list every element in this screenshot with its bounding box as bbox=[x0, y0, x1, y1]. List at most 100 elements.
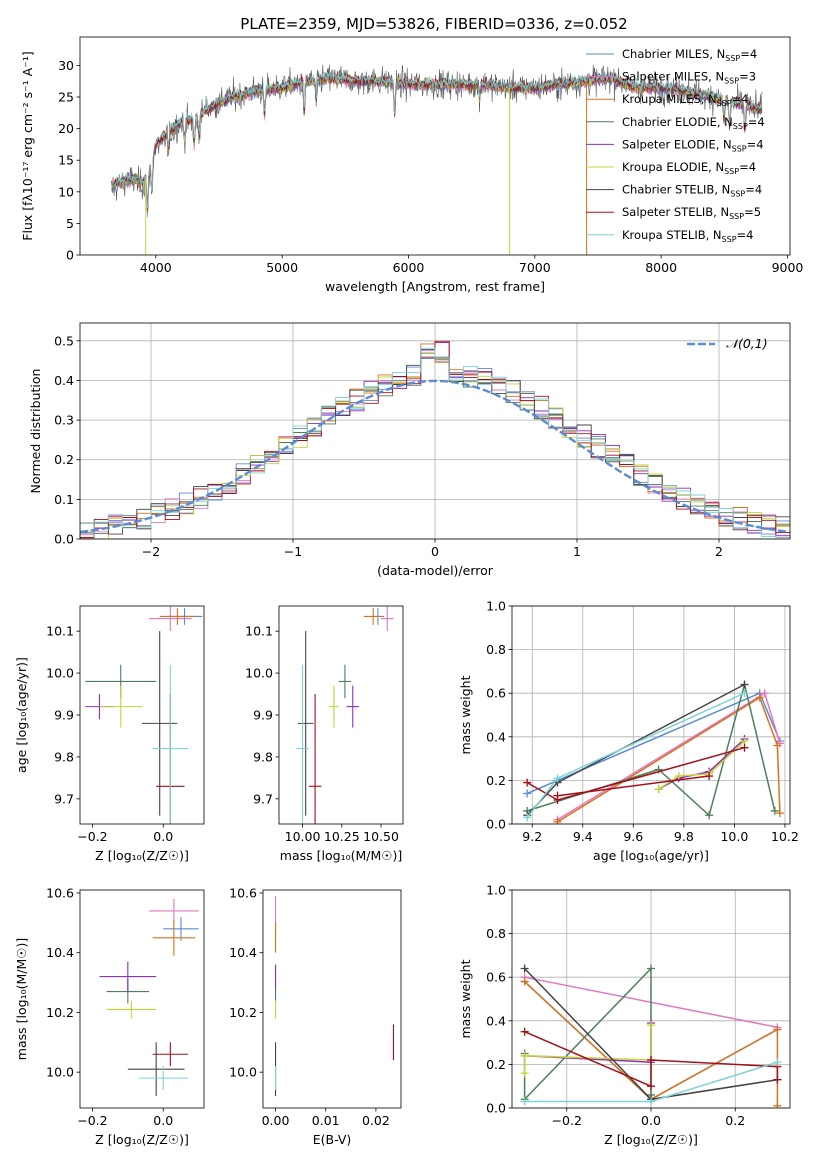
x-tick-label: 0.0 bbox=[641, 1113, 661, 1128]
legend-entry: Salpeter MILES, NSSP=3 bbox=[622, 70, 756, 86]
mass-weight-marker bbox=[674, 772, 683, 781]
mass-weight-marker bbox=[740, 680, 749, 689]
mass-weight-marker bbox=[520, 1027, 529, 1036]
x-axis-label: age [log₁₀(age/yr)] bbox=[593, 848, 709, 863]
mass-weight-marker bbox=[523, 778, 532, 787]
y-tick-label: 0.1 bbox=[54, 492, 74, 507]
mass-vs-extinction-panel: 0.00 0.01 0.02 10.0 10.2 10.4 10.6 E(B-V) bbox=[229, 885, 402, 1147]
y-tick-label: 9.7 bbox=[54, 791, 74, 806]
x-axis-label: Z [log₁₀(Z/Z☉)] bbox=[95, 848, 189, 863]
y-tick-label: 0.4 bbox=[486, 1013, 506, 1028]
gaussian-curve bbox=[80, 379, 788, 534]
y-tick-label: 10.0 bbox=[229, 1065, 257, 1080]
y-tick-label: 10.4 bbox=[229, 945, 257, 960]
spectrum-panel: 4000 5000 6000 7000 8000 9000 0 5 10 15 20 25 30 wave… bbox=[20, 36, 803, 294]
y-tick-label: 9.8 bbox=[253, 749, 273, 764]
axes-frame bbox=[79, 889, 205, 1109]
errorbar-point bbox=[308, 694, 322, 824]
legend-count: =4 bbox=[747, 137, 764, 151]
errorbar-point bbox=[381, 606, 394, 632]
mass-weight-vs-age-panel: 9.2 9.4 9.6 9.8 10.0 10.2 0.0 0.2 0.4 0.6 0.8 1.0 ag… bbox=[458, 599, 799, 864]
legend-subscript: SSP bbox=[733, 122, 748, 131]
y-tick-label: 0.0 bbox=[486, 817, 506, 832]
mass-weight-marker bbox=[755, 693, 764, 702]
errorbar-point bbox=[159, 608, 196, 625]
legend-entry: Kroupa ELODIE, NSSP=4 bbox=[622, 160, 756, 176]
axes-frame bbox=[79, 605, 205, 825]
y-axis-label: Normed distribution bbox=[28, 369, 43, 494]
x-tick-label: 0.01 bbox=[312, 1113, 340, 1128]
errorbar-point bbox=[138, 1066, 189, 1091]
mass-weight-marker bbox=[520, 1097, 529, 1106]
legend-name: Chabrier STELIB, N bbox=[622, 183, 730, 197]
x-tick-label: −2 bbox=[142, 544, 160, 559]
mass-weight-vs-metallicity-panel: −0.2 0.0 0.2 0.0 0.2 0.4 0.6 0.8 1.0 Z [log₁₀(Z/Z… bbox=[458, 883, 791, 1147]
errorbar-point bbox=[152, 664, 189, 824]
figure-title: PLATE=2359, MJD=53826, FIBERID=0336, z=0… bbox=[240, 15, 627, 33]
errorbar-point bbox=[297, 631, 314, 816]
legend-name: Chabrier ELODIE, N bbox=[622, 115, 733, 129]
y-axis-label: age [log₁₀(age/yr)] bbox=[14, 657, 29, 773]
legend-subscript: SSP bbox=[730, 190, 745, 199]
errorbar-point bbox=[329, 685, 339, 728]
legend-entry: Chabrier STELIB, NSSP=4 bbox=[622, 183, 762, 199]
mass-weight-marker bbox=[523, 813, 532, 822]
legend-subscript: SSP bbox=[722, 235, 737, 244]
y-tick-label: 0.0 bbox=[54, 532, 74, 547]
legend-entry: Chabrier ELODIE, NSSP=4 bbox=[622, 115, 765, 131]
legend-name: Kroupa ELODIE, N bbox=[622, 160, 724, 174]
x-tick-label: 10.2 bbox=[771, 829, 799, 844]
legend-entry: Salpeter STELIB, NSSP=5 bbox=[622, 205, 761, 221]
plot-area bbox=[296, 606, 394, 824]
y-tick-label: 9.8 bbox=[54, 749, 74, 764]
errorbar-point bbox=[149, 606, 192, 632]
y-axis-label: Flux [fλ10⁻¹⁷ erg cm⁻² s⁻¹ A⁻¹] bbox=[20, 51, 35, 240]
x-tick-label: −0.2 bbox=[552, 1113, 582, 1128]
x-tick-label: 5000 bbox=[266, 260, 298, 275]
legend-count: =4 bbox=[740, 47, 757, 61]
y-axis-label: mass weight bbox=[458, 675, 473, 754]
y-tick-label: 25 bbox=[58, 90, 74, 105]
y-tick-label: 0.8 bbox=[486, 642, 506, 657]
mass-weight-marker bbox=[523, 789, 532, 798]
x-tick-label: 10.0 bbox=[720, 829, 748, 844]
x-tick-label: 9.2 bbox=[522, 829, 542, 844]
legend-entry: Chabrier MILES, NSSP=4 bbox=[622, 47, 757, 63]
y-tick-label: 0 bbox=[66, 248, 74, 263]
mass-weight-marker bbox=[740, 689, 749, 698]
legend-subscript: SSP bbox=[732, 144, 747, 153]
x-tick-label: −0.2 bbox=[77, 829, 107, 844]
legend-entry: 𝒩(0,1) bbox=[726, 336, 768, 351]
mass-vs-metallicity-panel: −0.2 0.0 10.0 10.2 10.4 10.6 Z [log₁₀(Z/Z☉)] ma… bbox=[14, 885, 205, 1147]
mass-weight-marker bbox=[654, 785, 663, 794]
x-tick-label: 9.6 bbox=[623, 829, 643, 844]
mass-weight-marker bbox=[520, 1051, 529, 1060]
legend-subscript: SSP bbox=[724, 77, 739, 86]
x-tick-label: 1 bbox=[573, 544, 581, 559]
y-tick-label: 1.0 bbox=[486, 599, 506, 614]
legend-name: Salpeter ELODIE, N bbox=[622, 137, 732, 151]
y-tick-label: 0.4 bbox=[54, 373, 74, 388]
mass-weight-marker bbox=[553, 774, 562, 783]
errorbar-point bbox=[346, 685, 360, 728]
y-tick-label: 10.0 bbox=[46, 1065, 74, 1080]
mass-weight-line bbox=[526, 692, 781, 795]
y-tick-label: 0.8 bbox=[486, 926, 506, 941]
mass-weight-marker bbox=[520, 964, 529, 973]
errorbar-point bbox=[338, 664, 352, 699]
y-tick-label: 9.9 bbox=[253, 708, 273, 723]
legend-count: =5 bbox=[744, 205, 761, 219]
errorbar-point bbox=[142, 631, 178, 816]
mass-weight-marker bbox=[705, 772, 714, 781]
x-axis-label: (data-model)/error bbox=[377, 563, 494, 578]
model-spectrum-line bbox=[111, 69, 763, 209]
plot-area bbox=[80, 340, 790, 539]
x-tick-label: 0.2 bbox=[725, 1113, 745, 1128]
x-tick-label: 6000 bbox=[393, 260, 425, 275]
residual-histogram-panel: −2 −1 0 1 2 0.0 0.1 0.2 0.3 0.4 0.5 (data-model)/er… bbox=[28, 322, 791, 578]
mass-weight-marker bbox=[775, 809, 784, 818]
legend-name: Chabrier MILES, N bbox=[622, 47, 725, 61]
axes-frame bbox=[511, 605, 791, 825]
x-tick-label: 4000 bbox=[140, 260, 172, 275]
errorbar-point bbox=[99, 961, 157, 992]
